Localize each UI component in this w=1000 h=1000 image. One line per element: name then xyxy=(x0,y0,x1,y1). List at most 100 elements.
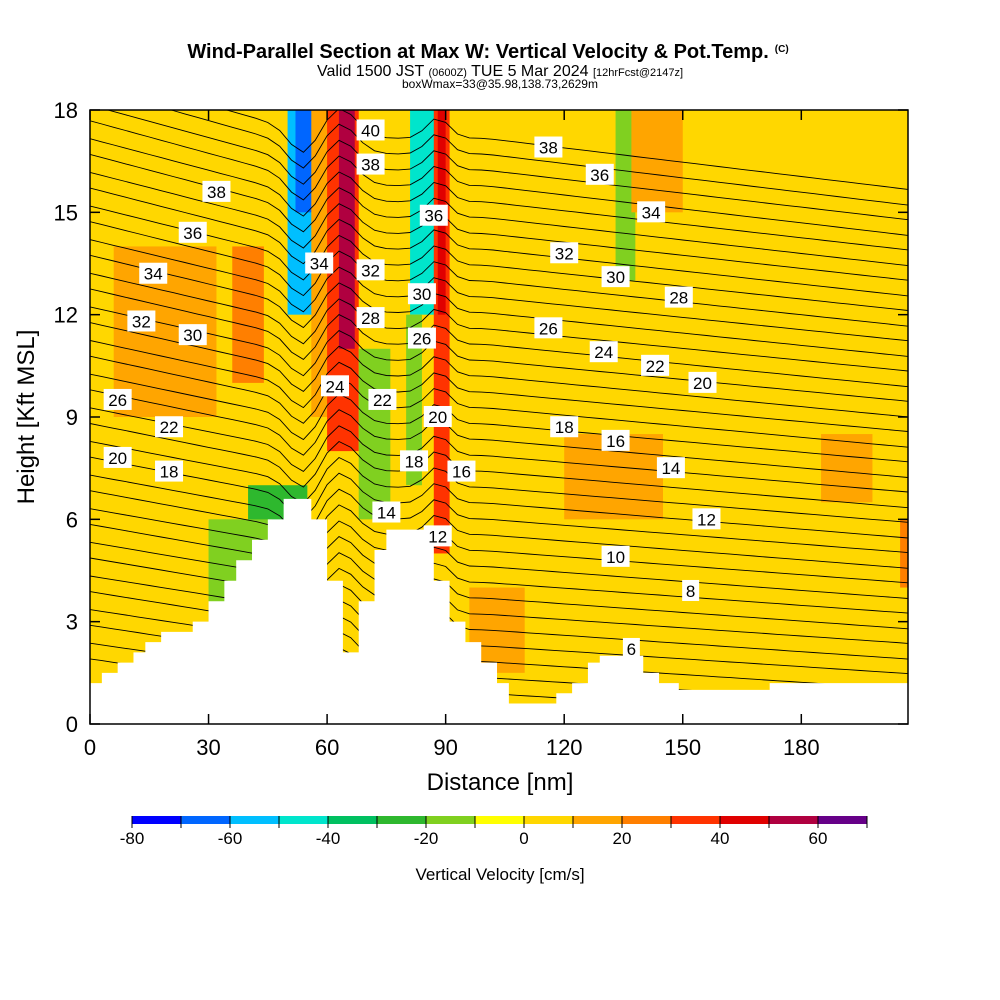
plot-area: 40 38 38 38 36 36 36 34 34 34 32 32 32 30 30 30 28 28 26 26… xyxy=(90,110,908,724)
contour-label: 36 xyxy=(585,163,614,185)
contour-label: 12 xyxy=(423,525,452,547)
contour-label-box xyxy=(534,317,563,339)
y-tick-label: 18 xyxy=(54,98,78,123)
contour-label: 36 xyxy=(419,204,448,226)
colorbar-tick-label: 0 xyxy=(519,829,528,848)
contour-label-box xyxy=(641,354,670,376)
colorbar: -80 -60 -40 -20 0 20 40 60 xyxy=(120,816,868,848)
contour-label: 16 xyxy=(601,429,630,451)
contour-label: 38 xyxy=(356,153,385,175)
isentrope-line xyxy=(106,110,908,221)
contour-label: 32 xyxy=(550,242,579,264)
contour-label-text: 26 xyxy=(539,319,558,338)
isentrope-line xyxy=(90,423,908,509)
contour-label-box xyxy=(356,307,385,329)
contour-label-box xyxy=(550,416,579,438)
contour-label: 18 xyxy=(155,460,184,482)
contour-label: 24 xyxy=(589,341,618,363)
x-tick-label: 90 xyxy=(433,735,457,760)
contour-label-box xyxy=(103,446,132,468)
colorbar-swatch xyxy=(181,816,231,824)
isentrope-line xyxy=(90,239,908,342)
contour-label-box xyxy=(368,388,397,410)
contour-label: 6 xyxy=(622,637,640,659)
x-tick-label: 150 xyxy=(664,735,701,760)
velocity-band xyxy=(615,110,636,281)
contour-label-text: 20 xyxy=(108,449,127,468)
isentrope-line xyxy=(169,110,908,206)
contour-label: 26 xyxy=(407,327,436,349)
contour-label-text: 18 xyxy=(555,418,574,437)
isentrope-line xyxy=(90,171,908,281)
isentrope-line xyxy=(90,187,908,297)
velocity-band xyxy=(821,434,873,503)
isentrope-line xyxy=(90,340,908,432)
contour-label-text: 24 xyxy=(326,377,345,396)
contour-label-box xyxy=(155,416,184,438)
contour-label-box xyxy=(601,266,630,288)
contour-label-box xyxy=(356,259,385,281)
isentrope-line xyxy=(225,110,908,190)
colorbar-tick-label: -40 xyxy=(316,829,341,848)
velocity-band xyxy=(338,110,355,349)
contour-label-text: 18 xyxy=(160,463,179,482)
isentrope-line xyxy=(90,440,908,523)
isentrope-line xyxy=(90,288,908,388)
colorbar-swatch xyxy=(230,816,280,824)
y-tick-label: 12 xyxy=(54,303,78,328)
contour-label: 10 xyxy=(601,545,630,567)
contour-label-text: 36 xyxy=(424,207,443,226)
contour-label: 20 xyxy=(103,446,132,468)
velocity-band xyxy=(295,110,316,213)
contour-label: 26 xyxy=(103,388,132,410)
contour-label-box xyxy=(637,201,666,223)
contour-label-text: 40 xyxy=(361,121,380,140)
contour-label-box xyxy=(423,406,452,427)
colorbar-tick-label: -80 xyxy=(120,829,145,848)
contour-label: 12 xyxy=(692,508,721,530)
contour-label-text: 14 xyxy=(661,459,680,478)
isentrope-line xyxy=(90,254,908,357)
x-tick-label: 180 xyxy=(783,735,820,760)
contour-label: 28 xyxy=(664,286,693,308)
isentrope-line xyxy=(90,407,908,493)
contour-label-box xyxy=(664,286,693,308)
isentrope-line xyxy=(90,490,908,569)
contour-label-box xyxy=(601,429,630,451)
contour-label: 32 xyxy=(127,310,156,332)
contour-label-text: 20 xyxy=(428,408,447,427)
contour-label-box xyxy=(419,204,448,226)
contour-label-box xyxy=(103,388,132,410)
isentrope-line xyxy=(90,523,908,599)
isentrope-line xyxy=(90,389,908,478)
isentrope-line xyxy=(90,306,908,402)
velocity-band xyxy=(900,519,908,605)
y-tick-label: 9 xyxy=(66,405,78,430)
contour-label-box xyxy=(423,525,452,547)
contour-label: 38 xyxy=(534,136,563,158)
isentrope-line xyxy=(90,221,908,327)
contour-label: 40 xyxy=(356,119,385,141)
contour-label-text: 6 xyxy=(627,640,636,659)
isentrope-line xyxy=(90,205,908,311)
colorbar-swatch xyxy=(426,816,476,824)
contour-label: 8 xyxy=(682,579,700,601)
contour-label-text: 10 xyxy=(606,548,625,567)
colorbar-swatch xyxy=(818,816,868,824)
x-axis: 0 30 60 90 120 150 180 xyxy=(84,110,820,760)
colorbar-tick-label: 40 xyxy=(711,829,730,848)
colorbar-swatch xyxy=(475,816,525,824)
colorbar-swatch xyxy=(132,816,182,824)
y-tick-label: 6 xyxy=(66,507,78,532)
colorbar-swatch xyxy=(377,816,427,824)
contour-label-box xyxy=(127,310,156,332)
contour-label-text: 30 xyxy=(183,326,202,345)
contour-label-text: 34 xyxy=(310,255,329,274)
contour-label: 38 xyxy=(202,180,231,202)
isentrope-line xyxy=(90,322,908,418)
contour-label-box xyxy=(178,221,207,243)
contour-labels: 40 38 38 38 36 36 36 34 34 34 32 32 32 30 30 30 28 28 26 26… xyxy=(103,119,721,659)
colorbar-swatch xyxy=(720,816,770,824)
